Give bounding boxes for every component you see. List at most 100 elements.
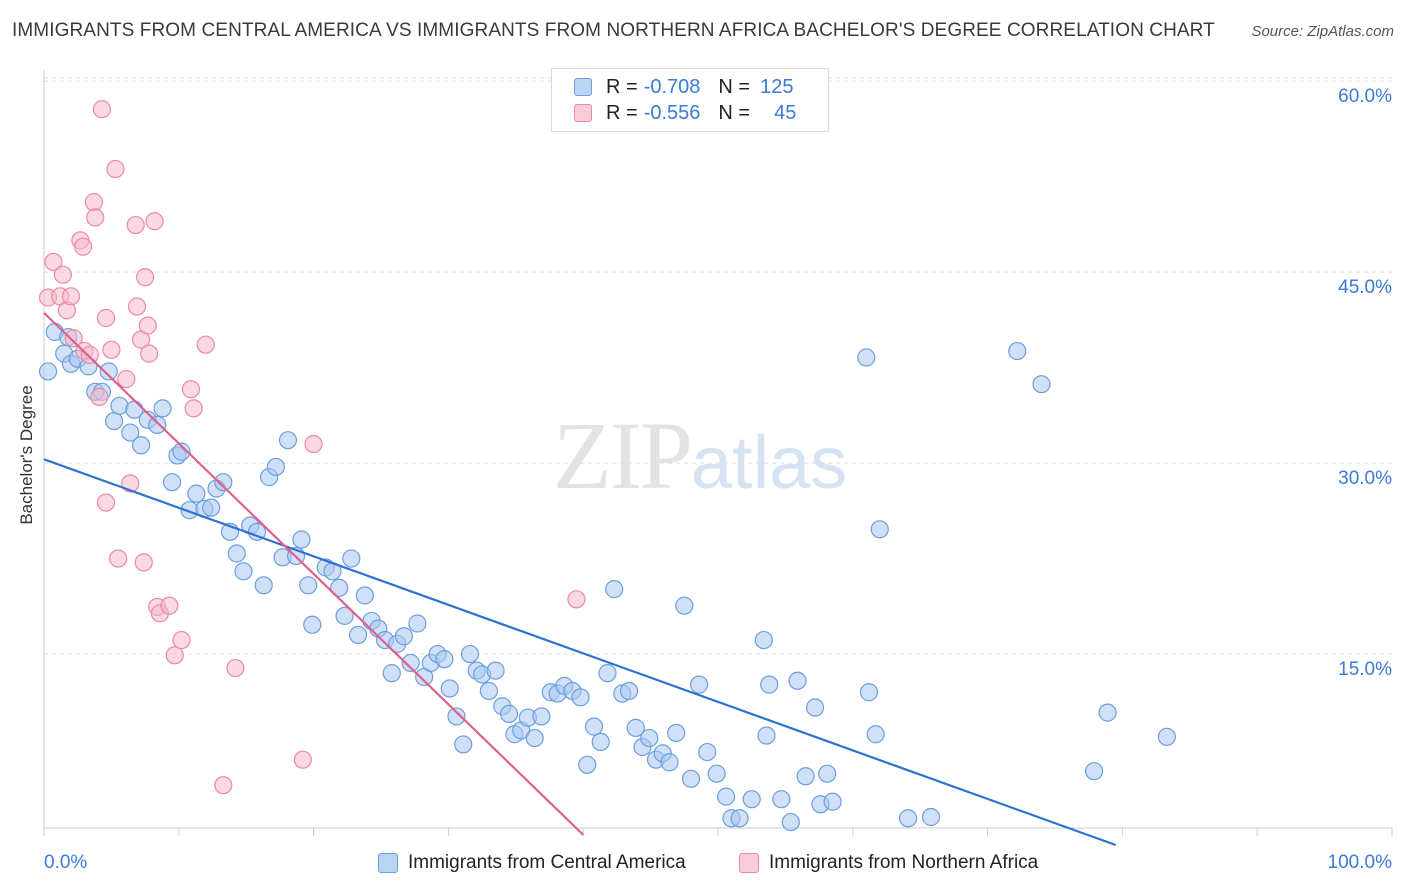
legend-r-value: -0.708 [643, 75, 701, 98]
pink-point [138, 316, 157, 335]
blue-point [214, 473, 233, 492]
blue-point [1084, 762, 1104, 781]
blue-point [591, 732, 610, 751]
legend-r-label: R = [606, 101, 638, 124]
pink-point [44, 252, 63, 272]
legend-n-value: 45 [774, 101, 797, 124]
x-tick-label-max: 100.0% [1327, 852, 1392, 873]
x-tick-label-min: 0.0% [44, 852, 88, 873]
blue-point [742, 790, 761, 809]
blue-point [394, 627, 414, 646]
blue-point [707, 764, 726, 783]
bottom-legend-swatch-blue [378, 853, 398, 873]
pink-point [84, 193, 103, 212]
pink-point [127, 297, 147, 316]
blue-point [299, 576, 318, 595]
blue-point [532, 707, 551, 726]
watermark: ZIPatlas [553, 400, 847, 511]
legend-n-label: N = [718, 75, 751, 98]
blue-point [859, 683, 879, 702]
blue-point [303, 615, 322, 634]
blue-point [131, 436, 151, 455]
y-axis-title: Bachelor's Degree [17, 385, 36, 525]
blue-point [342, 549, 361, 568]
blue-point [870, 520, 889, 539]
blue-point [619, 681, 639, 701]
blue-point [1008, 341, 1027, 361]
blue-point [730, 809, 749, 828]
legend-n-value: 125 [760, 75, 794, 98]
y-tick-label-30: 30.0% [1338, 468, 1392, 489]
pink-point [567, 590, 586, 609]
blue-point [781, 812, 800, 832]
pink-point [140, 344, 159, 363]
blue-point [598, 664, 617, 683]
legend-swatch-pink [574, 104, 592, 122]
blue-point [578, 755, 597, 774]
blue-point [187, 484, 206, 503]
blue-point [805, 698, 825, 717]
blue-point [698, 742, 717, 762]
blue-point [757, 726, 776, 745]
legend-row-northern-africa: R = -0.556 N = 45 [574, 100, 796, 126]
blue-point [660, 753, 679, 772]
chart-title: IMMIGRANTS FROM CENTRAL AMERICA VS IMMIG… [12, 20, 1215, 41]
bottom-legend-central-america: Immigrants from Central America [378, 852, 686, 874]
blue-point [355, 586, 374, 605]
blue-point [254, 576, 273, 595]
pink-point [106, 159, 125, 179]
pink-point [145, 212, 164, 231]
watermark-zip: ZIP [553, 402, 693, 509]
blue-point [772, 790, 791, 809]
pink-point [214, 776, 233, 795]
y-tick-label-60: 60.0% [1338, 86, 1392, 107]
blue-point [796, 767, 815, 786]
blue-point [857, 348, 876, 367]
pink-point [102, 340, 121, 359]
blue-point [148, 415, 167, 435]
pink-point [80, 345, 99, 364]
blue-point [110, 396, 129, 415]
blue-point [447, 707, 466, 726]
blue-point [454, 735, 473, 754]
pink-point [61, 287, 81, 306]
blue-point [266, 457, 285, 477]
pink-point [136, 268, 155, 287]
pink-point [304, 434, 323, 454]
pink-point [64, 329, 83, 348]
blue-point [202, 498, 221, 517]
blue-point [227, 544, 246, 563]
pink-point [96, 308, 116, 328]
blue-point [330, 578, 349, 597]
bottom-legend-label: Immigrants from Northern Africa [769, 852, 1039, 873]
blue-point [401, 653, 420, 673]
blue-point [626, 718, 645, 737]
blue-point [348, 625, 368, 645]
legend-r-label: R = [606, 75, 638, 98]
blue-point [121, 423, 140, 442]
blue-point [278, 431, 298, 450]
blue-point [921, 807, 941, 827]
blue-point [335, 606, 354, 625]
pink-point [293, 750, 312, 769]
blue-point [1157, 727, 1176, 746]
blue-point [760, 675, 779, 694]
blue-point [162, 473, 182, 492]
pink-point [184, 399, 203, 418]
pink-point [134, 553, 153, 572]
pink-trend-line [43, 312, 584, 836]
legend-swatch-blue [574, 78, 592, 96]
blue-point [104, 411, 124, 431]
blue-point [1098, 703, 1117, 722]
pink-point [196, 335, 215, 354]
blue-point [486, 661, 505, 680]
pink-point [117, 369, 136, 389]
pink-point [86, 208, 105, 227]
watermark-atlas: atlas [691, 421, 848, 504]
blue-point [172, 442, 191, 461]
stats-legend: R = -0.708 N = 125 R = -0.556 N = 45 [551, 68, 829, 132]
blue-point [675, 596, 694, 615]
y-tick-label-15: 15.0% [1338, 659, 1392, 680]
blue-point [571, 688, 590, 707]
legend-n-label: N = [718, 101, 751, 124]
